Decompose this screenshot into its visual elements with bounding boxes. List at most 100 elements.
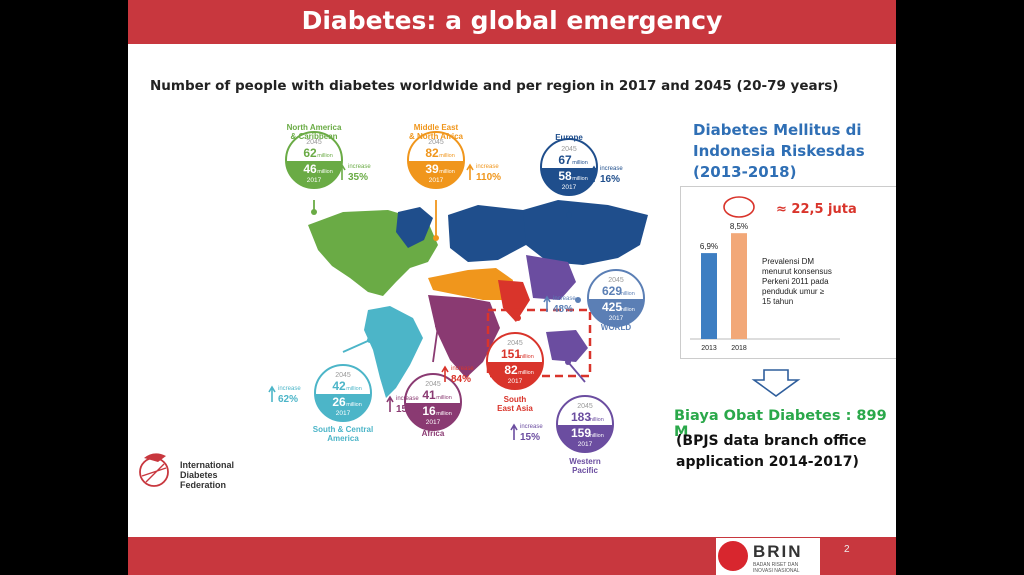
increase-arrow-icon <box>510 423 518 440</box>
increase-label: increase <box>278 386 301 392</box>
region-anchor-dot <box>565 359 571 365</box>
drug-cost-label: Biaya Obat Diabetes : 899 M <box>674 408 887 440</box>
value-2017: 26 <box>332 395 346 409</box>
increase-label: increase <box>553 296 576 302</box>
year-2045-label: 2045 <box>561 146 577 153</box>
bar-2018 <box>731 233 747 339</box>
page-number: 2 <box>844 544 850 555</box>
year-2045-label: 2045 <box>306 139 322 146</box>
increase-value: 110% <box>476 172 501 183</box>
region-leader-line <box>342 339 371 353</box>
region-anchor-dot <box>433 235 439 241</box>
region-name: South & Central <box>313 425 373 434</box>
increase-value: 15% <box>520 432 540 443</box>
region-name: North America <box>287 123 342 132</box>
year-2017-label: 2017 <box>508 378 523 385</box>
unit-label: million <box>518 370 534 376</box>
brin-wordmark: BRIN <box>753 542 803 561</box>
bar-value-label: 8,5% <box>730 222 748 231</box>
region-anchor-dot <box>566 212 572 218</box>
brin-logo: BRIN BADAN RISET DAN INOVASI NASIONAL <box>716 538 820 575</box>
region-anchor-dot <box>515 315 521 321</box>
year-2045-label: 2045 <box>335 372 351 379</box>
region-name: Western <box>569 457 601 466</box>
increase-arrow-icon <box>466 163 474 180</box>
source-line: (BPJS data branch office <box>676 433 867 449</box>
year-2017-label: 2017 <box>578 441 593 448</box>
x-tick-label: 2013 <box>701 345 717 352</box>
increase-value: 48% <box>553 304 573 315</box>
unit-label: million <box>436 395 452 401</box>
region-anchor-dot <box>575 297 581 303</box>
unit-label: million <box>572 160 588 166</box>
increase-arrow-icon <box>386 395 394 412</box>
region-name: South <box>504 395 527 404</box>
value-2045: 62 <box>303 146 317 160</box>
source-line: application 2014-2017) <box>676 454 859 470</box>
value-2045: 82 <box>425 146 439 160</box>
riskesdas-bar-chart: 6,9% 2013 8,5% 2018 ≈ 22,5 juta Prevalensi … <box>680 186 896 359</box>
increase-arrow-icon <box>590 165 598 182</box>
map-south-america <box>364 306 423 398</box>
increase-value: 62% <box>278 394 298 405</box>
region-name: WORLD <box>601 323 631 332</box>
bar-value-label: 6,9% <box>700 242 718 251</box>
year-2017-label: 2017 <box>562 184 577 191</box>
unit-label: million <box>572 176 588 182</box>
idf-line: Federation <box>180 480 227 490</box>
value-2017: 39 <box>425 162 439 176</box>
slide: Diabetes: a global emergency Number of p… <box>128 0 896 575</box>
region-anchor-dot <box>435 323 441 329</box>
map-africa <box>428 295 500 378</box>
unit-label: million <box>439 169 455 175</box>
map-south-asia <box>498 280 530 322</box>
increase-label: increase <box>520 424 543 430</box>
note-line: Prevalensi DM <box>762 257 814 266</box>
unit-label: million <box>317 169 333 175</box>
increase-arrow-icon <box>268 385 276 402</box>
region-leader-line <box>432 325 439 363</box>
unit-label: million <box>619 307 635 313</box>
idf-logo: International Diabetes Federation <box>136 446 234 495</box>
year-2045-label: 2045 <box>507 340 523 347</box>
region-name: East Asia <box>497 404 533 413</box>
increase-label: increase <box>476 164 499 170</box>
brin-subtitle: BADAN RISET DAN INOVASI NASIONAL <box>753 562 800 574</box>
increase-arrow-icon <box>441 365 449 382</box>
unit-label: million <box>317 153 333 159</box>
unit-label: million <box>588 433 604 439</box>
note-line: Perkeni 2011 pada <box>762 277 829 286</box>
value-2017: 58 <box>558 169 572 183</box>
bpjs-source: (BPJS data branch office application 201… <box>676 431 886 473</box>
value-2017: 46 <box>303 162 317 176</box>
increase-label: increase <box>451 366 474 372</box>
map-greenland <box>396 207 433 248</box>
value-2017: 425 <box>602 300 622 314</box>
region-name: Pacific <box>572 466 598 475</box>
year-2017-label: 2017 <box>609 315 624 322</box>
value-2017: 16 <box>422 404 436 418</box>
unit-label: million <box>436 411 452 417</box>
value-2045: 42 <box>332 379 346 393</box>
year-2017-label: 2017 <box>429 177 444 184</box>
map-australia <box>546 330 588 362</box>
region-anchor-dot <box>311 209 317 215</box>
region-name: & Caribbean <box>290 132 337 141</box>
heading-line: Diabetes Mellitus di <box>693 121 862 139</box>
value-2017: 82 <box>504 363 518 377</box>
slide-title: Diabetes: a global emergency <box>301 6 723 35</box>
value-2045: 183 <box>571 410 591 424</box>
brin-emblem-icon <box>718 541 748 571</box>
region-anchor-dot <box>367 337 373 343</box>
x-tick-label: 2018 <box>731 345 747 352</box>
idf-line: International <box>180 460 235 470</box>
region-leader-line <box>567 361 586 383</box>
increase-label: increase <box>348 164 371 170</box>
infographic-subtitle: Number of people with diabetes worldwide… <box>150 78 839 94</box>
increase-value: 16% <box>600 174 620 185</box>
unit-label: million <box>518 354 534 360</box>
